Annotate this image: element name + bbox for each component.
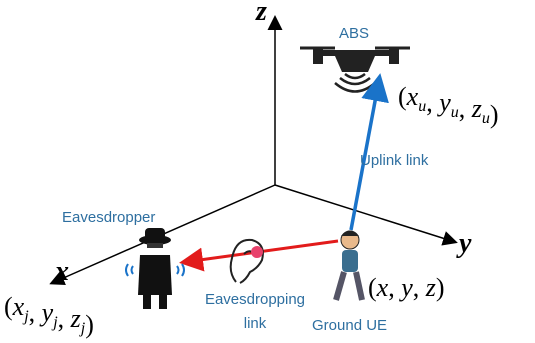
coordinate-part: x bbox=[376, 273, 389, 302]
uplink-label: Uplink link bbox=[360, 152, 429, 169]
eavesdropper-coordinates: (xj, yj, zj) bbox=[4, 292, 94, 339]
x-axis-label: x bbox=[54, 256, 69, 287]
coordinate-part: ( bbox=[4, 292, 13, 321]
coordinate-part: z bbox=[70, 304, 81, 333]
coordinate-part: y bbox=[436, 88, 451, 117]
coordinate-part: , bbox=[388, 273, 401, 302]
z-axis-label: z bbox=[255, 0, 267, 27]
coordinate-part: z bbox=[425, 273, 436, 302]
coordinate-part: , bbox=[426, 88, 439, 117]
coordinate-part: u bbox=[482, 110, 490, 127]
coordinate-part: , bbox=[58, 304, 71, 333]
coordinate-part: y bbox=[398, 273, 413, 302]
ground-ue-icon bbox=[336, 231, 362, 301]
coordinate-part: , bbox=[29, 298, 42, 327]
coordinate-part: , bbox=[459, 94, 472, 123]
ear-icon bbox=[231, 240, 263, 283]
eavesdropping-link-label: Eavesdropping bbox=[205, 291, 305, 308]
coordinate-part: ( bbox=[398, 82, 407, 111]
eavesdropping-link-label: link bbox=[244, 315, 267, 332]
diagram: z y x ABS (xu, yu, zu) Uplink link Eaves… bbox=[0, 0, 535, 343]
abs-label: ABS bbox=[339, 25, 369, 42]
coordinate-part: u bbox=[418, 98, 426, 115]
eavesdropper-label: Eavesdropper bbox=[62, 209, 155, 226]
coordinate-part: y bbox=[39, 298, 54, 327]
coordinate-part: ) bbox=[436, 273, 445, 302]
coordinate-part: u bbox=[451, 104, 459, 121]
coordinate-part: ) bbox=[490, 100, 499, 129]
coordinate-part: , bbox=[413, 273, 426, 302]
drone-icon bbox=[300, 48, 410, 92]
coordinate-part: ( bbox=[368, 273, 377, 302]
coordinate-part: ) bbox=[85, 310, 94, 339]
ground-ue-label: Ground UE bbox=[312, 317, 387, 334]
y-axis-label: y bbox=[456, 228, 472, 259]
eavesdropper-icon bbox=[126, 228, 184, 309]
coordinate-part: z bbox=[471, 94, 482, 123]
coordinate-part: x bbox=[12, 292, 25, 321]
coordinate-part: x bbox=[406, 82, 419, 111]
abs-coordinates: (xu, yu, zu) bbox=[398, 82, 499, 129]
ground-ue-coordinates: (x, y, z) bbox=[368, 273, 445, 302]
